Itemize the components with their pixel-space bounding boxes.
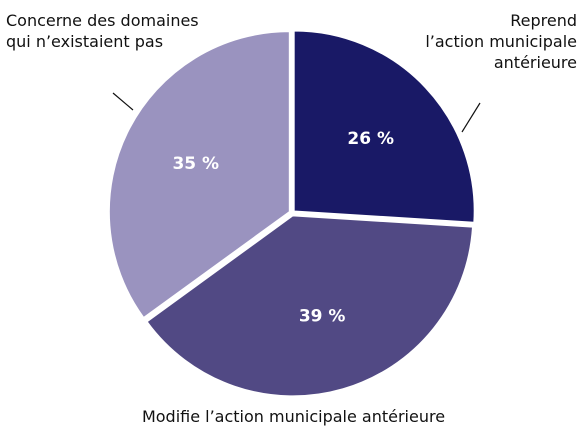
category-label: Concerne des domaines qui n’existaient p… xyxy=(6,11,199,51)
leader-line xyxy=(461,102,481,133)
value-label: 35 % xyxy=(172,154,219,174)
pie-slice xyxy=(146,215,474,397)
category-label: Reprend l’action municipale antérieure xyxy=(425,11,577,72)
pie-slice xyxy=(108,31,290,319)
value-label: 26 % xyxy=(347,129,394,149)
value-label: 39 % xyxy=(299,307,346,327)
category-label: Modifie l’action municipale antérieure xyxy=(141,407,446,426)
pie-slice xyxy=(293,30,475,223)
leader-line xyxy=(112,92,134,111)
